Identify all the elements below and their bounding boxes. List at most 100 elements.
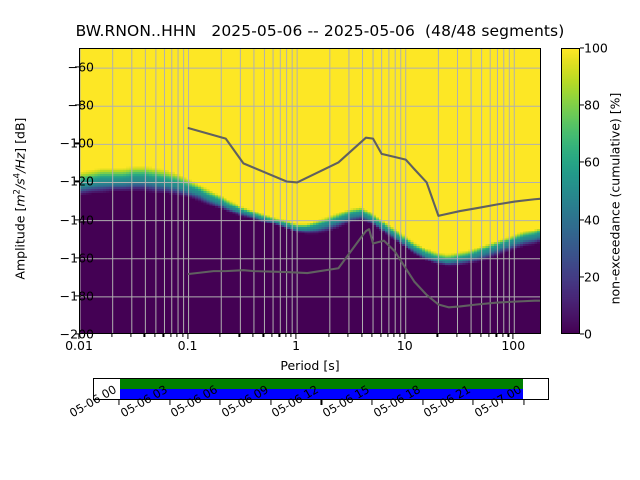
x-axis-tick-mark: [295, 334, 297, 339]
x-axis-minor-tick: [469, 334, 471, 337]
x-axis-minor-tick: [502, 334, 504, 337]
y-axis-tick-mark: [75, 142, 79, 144]
x-axis-tick-mark: [78, 334, 80, 339]
x-axis-minor-tick: [162, 334, 165, 337]
colorbar-tick-label: 20: [584, 269, 600, 285]
x-axis-minor-tick: [278, 334, 280, 337]
x-axis-tick-mark: [404, 334, 406, 339]
x-axis-minor-tick: [436, 334, 438, 337]
ppsd-histogram: [80, 49, 540, 333]
colorbar-tick-mark: [580, 104, 584, 106]
timeline-tick-mark: [422, 400, 424, 405]
colorbar-tick-label: 80: [584, 97, 600, 113]
x-axis-minor-tick: [238, 334, 240, 337]
y-axis-tick-label: −160: [59, 250, 94, 266]
x-axis-minor-tick: [387, 334, 389, 337]
y-axis-tick-mark: [75, 257, 79, 259]
x-axis-minor-tick: [371, 334, 373, 337]
colorbar-tick-label: 60: [584, 154, 600, 170]
timeline-tick-mark: [270, 400, 272, 405]
x-axis-minor-tick: [393, 334, 395, 337]
y-axis-tick-label: −60: [67, 59, 94, 75]
y-axis-tick-label: −120: [59, 173, 94, 189]
x-axis-minor-tick: [219, 334, 221, 337]
x-axis-minor-tick: [130, 334, 132, 337]
x-axis-minor-tick: [262, 334, 265, 337]
x-axis-minor-tick: [176, 334, 178, 337]
colorbar-tick-label: 100: [584, 40, 608, 56]
coverage-segment-bottom: [119, 389, 524, 399]
colorbar-tick-mark: [580, 276, 584, 278]
x-axis-minor-tick: [495, 334, 498, 337]
y-axis-tick-label: −100: [59, 135, 94, 151]
x-axis-minor-tick: [170, 334, 172, 337]
y-axis-label-sup2: 2: [12, 189, 23, 195]
y-axis-label-unit-hz: /Hz: [12, 152, 28, 173]
x-axis-tick-label: 0.01: [65, 338, 93, 353]
timeline-tick-mark: [169, 400, 171, 405]
y-axis-label-sup4: 4: [12, 172, 23, 179]
colorbar-tick-mark: [580, 47, 584, 49]
timeline-tick-mark: [320, 400, 322, 405]
y-axis-label-unit-s: /s: [12, 178, 28, 190]
x-axis-minor-tick: [290, 334, 292, 337]
timeline-tick-mark: [472, 400, 474, 405]
x-axis-tick-label: 1: [292, 338, 301, 353]
y-axis-tick-mark: [75, 66, 79, 68]
timeline-tick-mark: [219, 400, 221, 405]
figure-title: BW.RNON..HHN 2025-05-06 -- 2025-05-06 (4…: [75, 22, 565, 40]
noise-model-lines: [80, 49, 540, 333]
coverage-timeline: [93, 378, 549, 400]
y-axis-tick-mark: [75, 295, 79, 297]
x-axis-minor-tick: [182, 334, 184, 337]
x-axis-minor-tick: [380, 334, 382, 337]
x-axis-tick-mark: [512, 334, 514, 339]
x-axis-minor-tick: [252, 334, 254, 337]
x-axis-label: Period [s]: [280, 358, 340, 373]
x-axis-minor-tick: [328, 334, 330, 337]
colorbar-label: non-exceedance (cumulative) [%]: [607, 92, 623, 305]
timeline-tick-mark: [523, 400, 525, 405]
colorbar-tick-mark: [580, 161, 584, 163]
colorbar: [561, 48, 580, 334]
nhnm-line: [187, 127, 540, 217]
x-axis-minor-tick: [480, 334, 482, 337]
coverage-segment: [119, 379, 524, 399]
y-axis-tick-mark: [75, 104, 79, 106]
coverage-segment-top: [119, 379, 524, 389]
x-axis-minor-tick: [399, 334, 401, 337]
x-axis-minor-tick: [285, 334, 287, 337]
y-axis-tick-label: −80: [67, 97, 94, 113]
colorbar-tick-mark: [580, 333, 584, 335]
y-axis-label-tail: ] [dB]: [12, 117, 28, 153]
x-axis-minor-tick: [143, 334, 145, 337]
x-axis-minor-tick: [455, 334, 458, 337]
noise-model-layer: [187, 127, 540, 309]
plot-gridlines: [80, 49, 540, 333]
colorbar-tick-mark: [580, 219, 584, 221]
ppsd-plot-area: [79, 48, 541, 334]
x-axis-minor-tick: [507, 334, 509, 337]
y-axis-label-unit-m: m: [12, 194, 28, 207]
x-axis-minor-tick: [360, 334, 363, 337]
x-axis-minor-tick: [154, 334, 156, 337]
y-axis-label-text: Amplitude [: [12, 206, 28, 280]
gridline-layer: [80, 49, 540, 333]
y-axis-tick-label: −180: [59, 288, 94, 304]
x-axis-tick-label: 10: [396, 338, 413, 353]
timeline-tick-mark: [118, 400, 120, 405]
x-axis-minor-tick: [347, 334, 349, 337]
colorbar-tick-label: 40: [584, 212, 600, 228]
x-axis-tick-mark: [186, 334, 189, 339]
y-axis-tick-label: −140: [59, 212, 94, 228]
y-axis-tick-mark: [75, 333, 79, 335]
y-axis-tick-mark: [75, 219, 79, 221]
colorbar-tick-label: 0: [584, 326, 592, 342]
x-axis-minor-tick: [271, 334, 273, 337]
timeline-tick-mark: [371, 400, 373, 405]
nlnm-line: [187, 228, 540, 309]
y-axis-label: Amplitude [m2/s4/Hz] [dB]: [12, 49, 27, 349]
x-axis-tick-label: 0.1: [177, 338, 198, 353]
x-axis-minor-tick: [488, 334, 490, 337]
